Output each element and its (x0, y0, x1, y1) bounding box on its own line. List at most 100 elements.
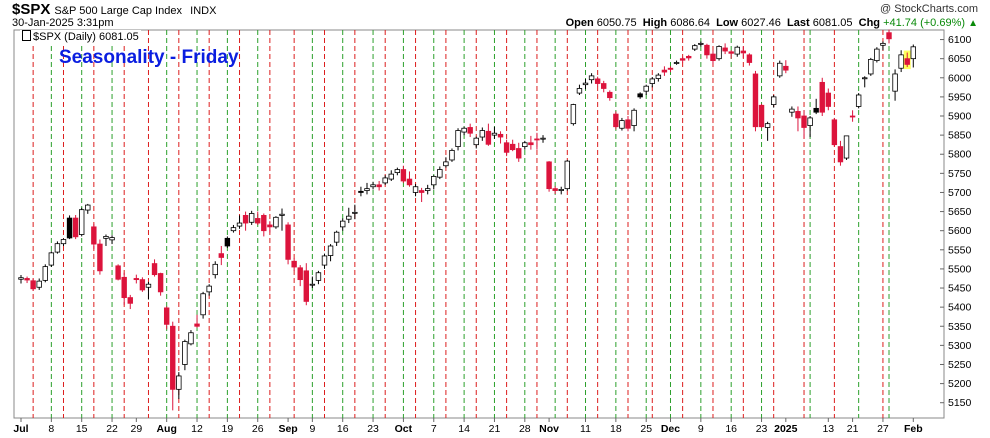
candle (625, 116, 631, 132)
candle-body (382, 177, 388, 184)
candle-body (297, 267, 303, 281)
candle (631, 108, 637, 132)
stockcharts-credit[interactable]: @ StockCharts.com (880, 3, 978, 15)
candle (862, 76, 868, 88)
chg-label: Chg (858, 17, 881, 29)
candle (91, 223, 97, 250)
grid (940, 39, 944, 404)
candle-body (103, 236, 109, 239)
candle (327, 244, 334, 262)
candle-body (224, 237, 231, 247)
candle-body (194, 323, 200, 327)
candle (218, 245, 225, 266)
candle-body (509, 143, 516, 151)
candle-body (176, 375, 182, 390)
candle-body (236, 222, 243, 227)
candle-body (686, 55, 692, 59)
last-label: Last (787, 17, 810, 29)
candle-body (667, 67, 674, 70)
x-tick-label: 21 (847, 423, 859, 435)
candle-body (868, 59, 874, 75)
candle (467, 123, 473, 138)
candle (795, 106, 801, 132)
candle (346, 207, 352, 224)
candle-body (48, 252, 55, 266)
candle (255, 211, 261, 225)
candle (722, 43, 728, 55)
candle-body (291, 260, 297, 268)
y-tick-label: 5150 (948, 397, 972, 409)
candle-body (904, 58, 910, 65)
candle (66, 215, 73, 240)
candle (898, 50, 904, 73)
x-tick-label: 9 (698, 423, 704, 435)
candle-body (855, 94, 862, 107)
x-tick-label: 22 (106, 423, 118, 435)
candle (242, 211, 249, 231)
ticker-line: $SPX S&P 500 Large Cap Index INDX (12, 1, 216, 18)
candle-body (704, 44, 710, 56)
candle (497, 131, 504, 144)
candle-body (406, 178, 413, 186)
candle-body (546, 161, 552, 190)
y-tick-label: 5600 (948, 225, 972, 237)
candle-body (807, 117, 813, 126)
candle (880, 41, 886, 51)
candle (837, 140, 844, 166)
candle (831, 117, 838, 147)
x-tick-label: 16 (725, 423, 737, 435)
x-tick-label: 23 (367, 423, 379, 435)
candle (594, 76, 601, 87)
candle-body (309, 283, 316, 286)
candle-body (582, 82, 589, 86)
candle-body (200, 293, 206, 316)
candle-body (188, 332, 194, 345)
candle-body (770, 96, 777, 105)
candle (491, 126, 498, 139)
candle (279, 208, 285, 231)
candle-body (30, 280, 36, 290)
seasonality-lines (32, 30, 890, 418)
candle (370, 181, 376, 190)
candle (673, 60, 680, 65)
candle (819, 77, 825, 117)
candle-body (491, 132, 498, 136)
candle (789, 106, 795, 117)
chg-value: +41.74 (+0.69%) (883, 17, 966, 29)
candle (194, 314, 200, 328)
candle (564, 159, 570, 191)
candle-body (716, 46, 722, 60)
candle (188, 330, 194, 346)
candle (509, 139, 516, 152)
x-tick-label: 14 (458, 423, 470, 435)
candle-body (424, 188, 431, 191)
x-tick-label: 23 (756, 423, 768, 435)
candle (352, 204, 358, 220)
candle-body (503, 142, 510, 153)
candle (24, 276, 30, 284)
chart-title: Seasonality - Friday (59, 47, 239, 68)
candle-body (91, 226, 97, 245)
x-axis: Jul 8 15 22 29 Aug 12 19 26 Sep 9 16 23 Oct 7 14 21 28 Nov… (13, 418, 923, 435)
candle (182, 339, 188, 371)
ticker-symbol[interactable]: $SPX (12, 1, 51, 18)
x-tick-label: 8 (48, 423, 54, 435)
y-tick-label: 5750 (948, 168, 972, 180)
candle-body (157, 273, 164, 293)
candle (637, 92, 643, 99)
candle (679, 56, 686, 63)
candle-body (613, 113, 619, 128)
candle (746, 53, 753, 66)
candle-body (315, 272, 322, 281)
candle-body (461, 127, 467, 133)
candle (540, 135, 546, 143)
candle (770, 94, 777, 108)
ticker-exchange: INDX (190, 5, 217, 17)
y-tick-label: 6000 (948, 72, 972, 84)
candle (601, 80, 607, 93)
y-tick-label: 5800 (948, 149, 972, 161)
candle-body (85, 204, 91, 211)
candle-body (467, 127, 473, 134)
y-tick-label: 6050 (948, 53, 972, 65)
